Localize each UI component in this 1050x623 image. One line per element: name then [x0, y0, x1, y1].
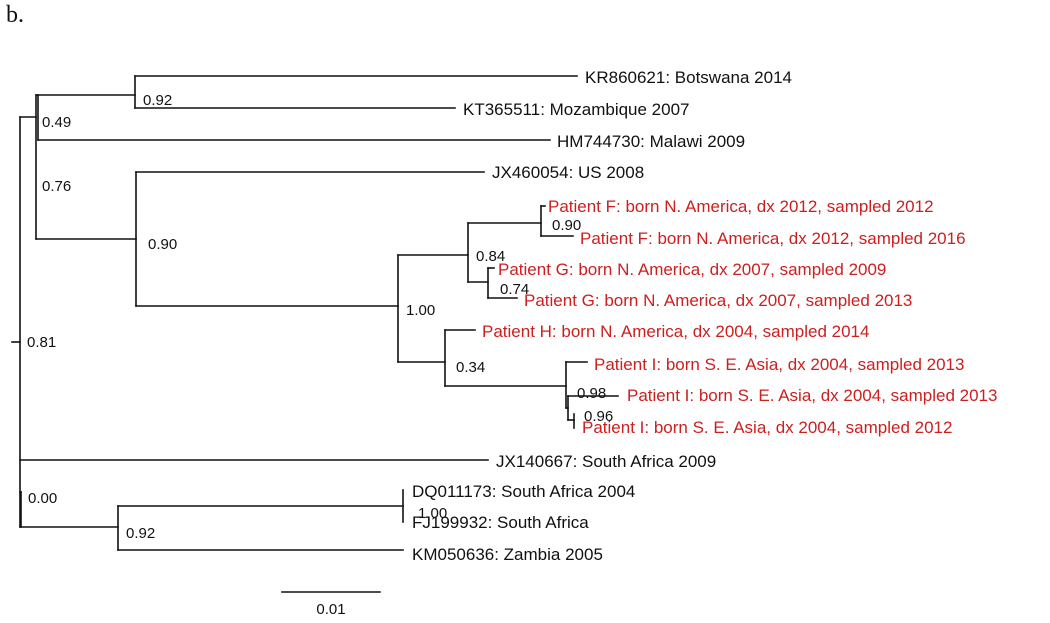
support-value-patient-g: 0.74 [500, 281, 529, 298]
tip-label-patient-f-2016: Patient F: born N. America, dx 2012, sam… [580, 229, 966, 248]
tip-label-jx460054: JX460054: US 2008 [492, 163, 644, 182]
support-value-root: 0.81 [27, 334, 56, 351]
tip-label-km050636: KM050636: Zambia 2005 [412, 545, 603, 564]
tip-label-patient-g-2013: Patient G: born N. America, dx 2007, sam… [524, 291, 912, 310]
support-value-patient-i-all: 0.98 [577, 385, 606, 402]
support-value-patients-hi: 0.34 [456, 359, 485, 376]
support-value-south-clade: 0.00 [28, 490, 57, 507]
tip-label-patient-i-2013-b: Patient I: born S. E. Asia, dx 2004, sam… [627, 386, 997, 405]
support-value-southern-africa-clade: 0.49 [42, 114, 71, 131]
tip-label-patient-i-2013-a: Patient I: born S. E. Asia, dx 2004, sam… [594, 355, 964, 374]
scale-bar-label: 0.01 [316, 601, 345, 618]
tip-labels: KR860621: Botswana 2014 KT365511: Mozambi… [412, 68, 997, 564]
support-value-patient-f: 0.90 [552, 217, 581, 234]
support-value-dq-fj: 1.00 [418, 505, 447, 522]
support-value-us-patients: 0.90 [148, 236, 177, 253]
support-value-patients-all: 1.00 [406, 302, 435, 319]
scale-bar: 0.01 [281, 591, 381, 618]
tip-label-hm744730: HM744730: Malawi 2009 [557, 132, 745, 151]
support-value-north-clade: 0.76 [42, 178, 71, 195]
support-values: 0.81 0.92 0.49 0.76 0.90 1.00 0.84 0.90 0.74 0.34… [27, 92, 613, 542]
tip-label-patient-g-2009: Patient G: born N. America, dx 2007, sam… [498, 260, 886, 279]
tip-label-fj199932: FJ199932: South Africa [412, 513, 589, 532]
support-value-botswana-mozambique: 0.92 [143, 92, 172, 109]
tip-label-kt365511: KT365511: Mozambique 2007 [463, 100, 690, 119]
tree-branches [11, 75, 619, 551]
tip-label-dq011173: DQ011173: South Africa 2004 [412, 482, 635, 501]
panel-label: b. [6, 2, 24, 28]
tip-label-patient-h-2014: Patient H: born N. America, dx 2004, sam… [482, 322, 869, 341]
tip-label-patient-i-2012: Patient I: born S. E. Asia, dx 2004, sam… [582, 418, 952, 437]
support-value-patient-i-pair: 0.96 [584, 408, 613, 425]
tip-label-kr860621: KR860621: Botswana 2014 [585, 68, 792, 87]
support-value-patients-fg: 0.84 [476, 248, 505, 265]
tip-label-patient-f-2012: Patient F: born N. America, dx 2012, sam… [548, 197, 934, 216]
tip-label-jx140667: JX140667: South Africa 2009 [496, 452, 716, 471]
support-value-dq-fj-km: 0.92 [126, 525, 155, 542]
